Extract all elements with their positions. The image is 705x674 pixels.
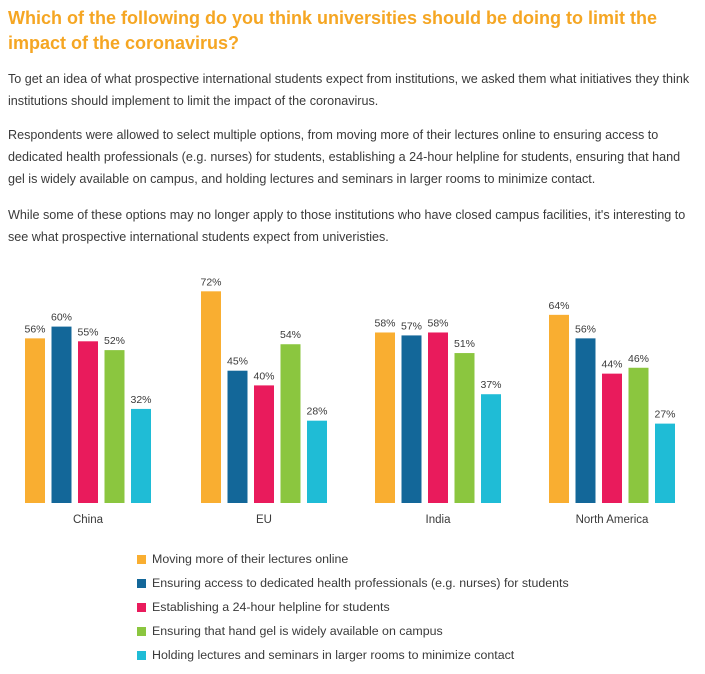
data-label: 56% (24, 323, 45, 335)
data-label: 60% (51, 312, 72, 324)
legend-swatch (137, 602, 146, 612)
legend-item: Moving more of their lectures online (137, 547, 569, 571)
bar (254, 385, 274, 503)
options-paragraph: Respondents were allowed to select multi… (8, 128, 681, 186)
legend-swatch (137, 626, 146, 636)
legend-label: Establishing a 24-hour helpline for stud… (152, 600, 390, 614)
bar (549, 314, 569, 503)
bar (280, 344, 301, 503)
category-label: China (73, 514, 104, 526)
data-label: 28% (306, 406, 327, 418)
data-label: 51% (454, 338, 475, 350)
page-title: Which of the following do you think univ… (8, 8, 657, 53)
data-label: 45% (227, 356, 248, 368)
data-label: 72% (200, 276, 221, 288)
bar (454, 353, 475, 503)
legend-swatch (137, 554, 146, 564)
chart-legend: Moving more of their lectures online Ensu… (137, 547, 569, 667)
bar-chart: 56% 60% 55% 52% 32% China 72% 45% 40% 54% 28% EU 58%… (24, 276, 675, 526)
data-label: 40% (253, 370, 274, 382)
bar (227, 370, 248, 503)
data-label: 37% (480, 379, 501, 391)
legend-item: Ensuring that hand gel is widely availab… (137, 619, 569, 643)
bar (78, 341, 98, 503)
legend-label: Moving more of their lectures online (152, 552, 349, 566)
data-label: 44% (601, 359, 622, 371)
data-label: 27% (654, 409, 675, 421)
data-label: 52% (104, 335, 125, 347)
bar (628, 367, 649, 503)
bar (201, 291, 221, 503)
legend-swatch (137, 578, 146, 588)
category-label: India (426, 514, 452, 526)
bar (575, 338, 596, 503)
legend-swatch (137, 650, 146, 660)
data-label: 54% (280, 329, 301, 341)
bar (602, 373, 622, 503)
bar (655, 423, 675, 503)
note-paragraph: While some of these options may no longe… (8, 208, 686, 244)
legend-item: Establishing a 24-hour helpline for stud… (137, 595, 569, 619)
bar (51, 326, 72, 503)
category-label: EU (256, 514, 272, 526)
data-label: 46% (628, 353, 649, 365)
bar (401, 335, 422, 503)
bar (428, 332, 448, 503)
data-label: 56% (575, 323, 596, 335)
bar (307, 420, 327, 503)
data-label: 58% (427, 317, 448, 329)
legend-label: Ensuring that hand gel is widely availab… (152, 624, 443, 638)
legend-item: Ensuring access to dedicated health prof… (137, 571, 569, 595)
legend-label: Ensuring access to dedicated health prof… (152, 576, 569, 590)
data-label: 57% (401, 320, 422, 332)
intro-paragraph: To get an idea of what prospective inter… (8, 72, 690, 108)
data-label: 32% (130, 394, 151, 406)
data-label: 58% (374, 317, 395, 329)
bar (25, 338, 45, 503)
bar (131, 408, 151, 503)
bar (104, 350, 125, 503)
data-label: 64% (548, 300, 569, 312)
legend-label: Holding lectures and seminars in larger … (152, 648, 515, 662)
bar (375, 332, 395, 503)
category-label: North America (576, 514, 649, 526)
legend-item: Holding lectures and seminars in larger … (137, 643, 569, 667)
bar (481, 394, 501, 503)
data-label: 55% (77, 326, 98, 338)
